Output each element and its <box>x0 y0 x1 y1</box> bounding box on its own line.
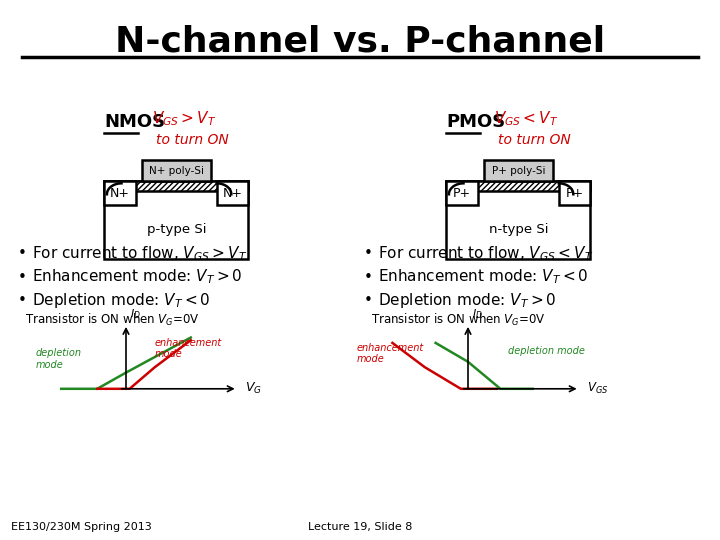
Text: Depletion mode: $V_T < 0$: Depletion mode: $V_T < 0$ <box>32 291 211 310</box>
Text: •: • <box>18 293 27 308</box>
Text: $I_D$: $I_D$ <box>472 307 482 321</box>
Text: enhancement
mode: enhancement mode <box>356 343 423 364</box>
Bar <box>104 181 136 205</box>
Bar <box>104 181 248 259</box>
Text: PMOS: PMOS <box>446 113 505 131</box>
Text: $V_G$: $V_G$ <box>245 381 261 396</box>
Bar <box>217 181 248 205</box>
Text: depletion mode: depletion mode <box>508 346 585 356</box>
Bar <box>446 181 478 205</box>
Text: to turn ON: to turn ON <box>156 133 228 147</box>
Bar <box>559 181 590 205</box>
Text: P+ poly-Si: P+ poly-Si <box>492 166 545 176</box>
Text: p-type Si: p-type Si <box>147 223 206 236</box>
Bar <box>104 181 248 191</box>
Bar <box>142 160 211 181</box>
Text: P+: P+ <box>453 186 472 200</box>
Text: For current to flow, $V_{GS} > V_T$: For current to flow, $V_{GS} > V_T$ <box>32 245 248 263</box>
Text: For current to flow, $V_{GS} < V_T$: For current to flow, $V_{GS} < V_T$ <box>378 245 593 263</box>
Text: Transistor is ON when $V_G$=0V: Transistor is ON when $V_G$=0V <box>371 312 546 328</box>
Text: $I_D$: $I_D$ <box>130 307 140 321</box>
Text: •: • <box>18 269 27 285</box>
Text: Lecture 19, Slide 8: Lecture 19, Slide 8 <box>308 522 412 532</box>
Text: Transistor is ON when $V_G$=0V: Transistor is ON when $V_G$=0V <box>25 312 200 328</box>
Text: to turn ON: to turn ON <box>498 133 570 147</box>
Text: N-channel vs. P-channel: N-channel vs. P-channel <box>115 24 605 58</box>
Text: $V_{GS}>V_T$: $V_{GS}>V_T$ <box>152 109 216 128</box>
Text: enhancement
mode: enhancement mode <box>155 338 222 359</box>
Bar <box>484 160 553 181</box>
Text: N+: N+ <box>110 186 130 200</box>
Text: •: • <box>364 293 372 308</box>
Text: depletion
mode: depletion mode <box>36 348 82 370</box>
Bar <box>446 181 590 259</box>
Text: N+: N+ <box>222 186 243 200</box>
Text: Enhancement mode: $V_T > 0$: Enhancement mode: $V_T > 0$ <box>32 268 243 286</box>
Text: Depletion mode: $V_T > 0$: Depletion mode: $V_T > 0$ <box>378 291 557 310</box>
Text: •: • <box>364 269 372 285</box>
Text: $V_{GS}<V_T$: $V_{GS}<V_T$ <box>494 109 558 128</box>
Text: $V_{GS}$: $V_{GS}$ <box>587 381 608 396</box>
Text: EE130/230M Spring 2013: EE130/230M Spring 2013 <box>11 522 151 532</box>
Text: •: • <box>364 246 372 261</box>
Text: NMOS: NMOS <box>104 113 166 131</box>
Bar <box>446 181 590 191</box>
Text: Enhancement mode: $V_T < 0$: Enhancement mode: $V_T < 0$ <box>378 268 588 286</box>
Text: N+ poly-Si: N+ poly-Si <box>149 166 204 176</box>
Text: P+: P+ <box>565 186 584 200</box>
Text: n-type Si: n-type Si <box>489 223 548 236</box>
Text: •: • <box>18 246 27 261</box>
